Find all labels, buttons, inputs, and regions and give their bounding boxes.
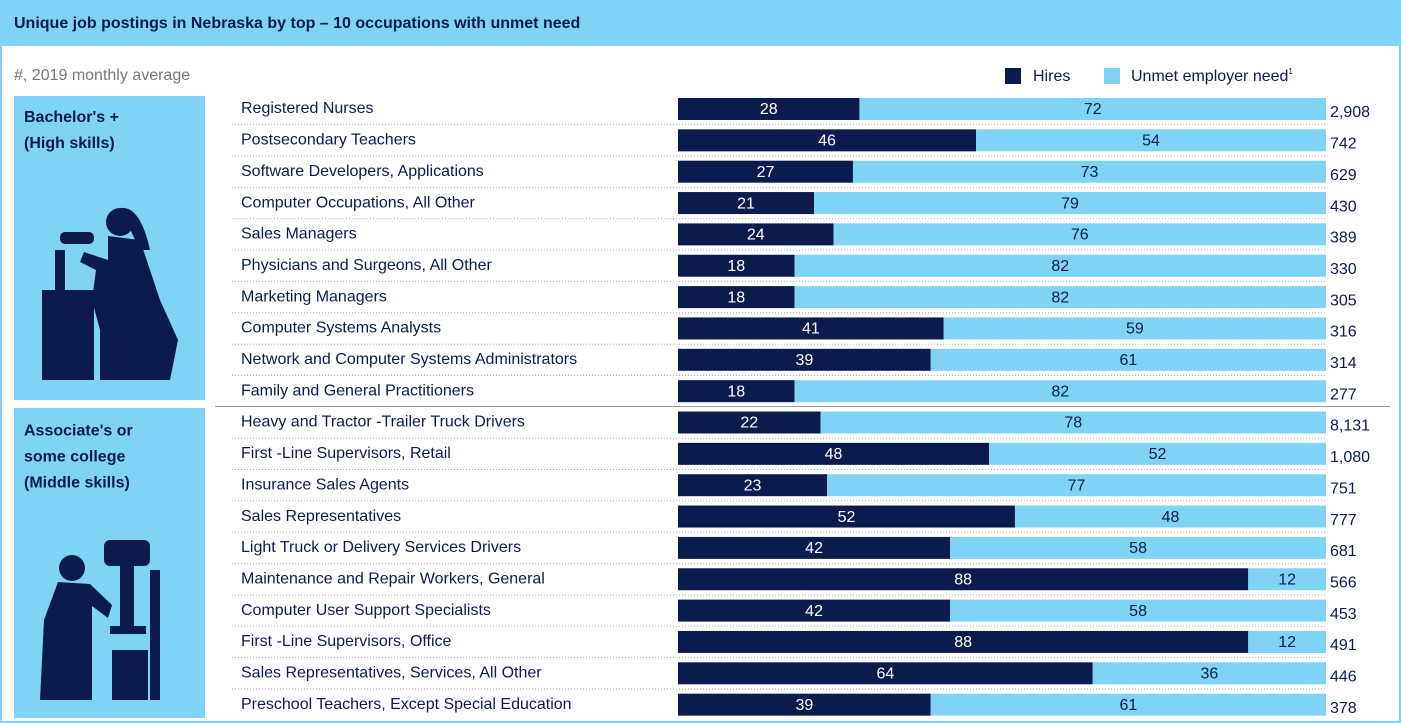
chart: Unique job postings in Nebraska by top –… [0,0,1401,723]
subtitle: #, 2019 monthly average [14,67,190,84]
value-label: 23 [744,477,762,494]
value-label: 52 [838,509,856,526]
total-label: 777 [1330,512,1357,529]
value-label: 54 [1142,133,1160,150]
category-label: Software Developers, Applications [241,163,484,180]
value-label: 21 [737,195,755,212]
total-label: 446 [1330,669,1357,686]
category-label: Registered Nurses [241,100,374,117]
value-label: 59 [1126,321,1144,338]
legend-label: Hires [1033,68,1070,85]
category-label: Physicians and Surgeons, All Other [241,257,492,274]
category-label: Computer Systems Analysts [241,320,441,337]
total-label: 430 [1330,198,1357,215]
value-label: 12 [1278,571,1296,588]
category-label: Light Truck or Delivery Services Drivers [241,539,521,556]
total-label: 389 [1330,230,1357,247]
value-label: 42 [805,540,823,557]
total-label: 491 [1330,637,1357,654]
value-label: 24 [747,227,765,244]
value-label: 88 [954,571,972,588]
total-label: 305 [1330,292,1357,309]
total-label: 629 [1330,167,1357,184]
group-label: (Middle skills) [24,475,130,492]
category-label: Sales Managers [241,226,357,243]
category-label: Marketing Managers [241,288,387,305]
value-label: 82 [1051,289,1069,306]
legend-footnote: 1 [1288,67,1293,76]
value-label: 48 [1162,509,1180,526]
value-label: 12 [1278,634,1296,651]
total-label: 2,908 [1330,104,1370,121]
total-label: 277 [1330,386,1357,403]
category-label: First -Line Supervisors, Office [241,633,452,650]
total-label: 316 [1330,324,1357,341]
total-label: 1,080 [1330,449,1370,466]
value-label: 61 [1119,352,1137,369]
total-label: 751 [1330,480,1357,497]
value-label: 18 [727,383,745,400]
category-label: First -Line Supervisors, Retail [241,445,451,462]
total-label: 314 [1330,355,1357,372]
group-label: Bachelor's + [24,109,119,126]
category-label: Heavy and Tractor -Trailer Truck Drivers [241,414,525,431]
total-label: 8,131 [1330,418,1370,435]
group-label: some college [24,449,125,466]
value-label: 39 [795,697,813,714]
value-label: 18 [727,289,745,306]
value-label: 58 [1129,603,1147,620]
value-label: 76 [1071,227,1089,244]
value-label: 48 [825,446,843,463]
value-label: 88 [954,634,972,651]
value-label: 64 [876,666,894,683]
value-label: 61 [1119,697,1137,714]
category-label: Maintenance and Repair Workers, General [241,570,545,587]
legend-text: Unmet employer need [1131,68,1288,85]
legend-swatch [1104,68,1120,84]
group-label: (High skills) [24,135,115,152]
total-label: 742 [1330,136,1357,153]
value-label: 41 [802,321,820,338]
category-label: Insurance Sales Agents [241,476,409,493]
value-label: 58 [1129,540,1147,557]
category-label: Computer Occupations, All Other [241,194,476,211]
category-label: Computer User Support Specialists [241,602,491,619]
value-label: 36 [1200,666,1218,683]
total-label: 330 [1330,261,1357,278]
value-label: 18 [727,258,745,275]
value-label: 82 [1051,258,1069,275]
value-label: 39 [795,352,813,369]
group-label: Associate's or [24,423,133,440]
chart-title: Unique job postings in Nebraska by top –… [14,15,580,32]
total-label: 453 [1330,606,1357,623]
total-label: 566 [1330,574,1357,591]
value-label: 82 [1051,383,1069,400]
value-label: 73 [1081,164,1099,181]
value-label: 78 [1064,415,1082,432]
value-label: 22 [740,415,758,432]
legend-swatch [1005,68,1021,84]
value-label: 27 [757,164,775,181]
total-label: 378 [1330,700,1357,717]
category-label: Network and Computer Systems Administrat… [241,351,577,368]
category-label: Preschool Teachers, Except Special Educa… [241,696,572,713]
category-label: Sales Representatives, Services, All Oth… [241,665,542,682]
value-label: 42 [805,603,823,620]
total-label: 681 [1330,543,1357,560]
value-label: 79 [1061,195,1079,212]
value-label: 77 [1068,477,1086,494]
value-label: 28 [760,101,778,118]
value-label: 52 [1149,446,1167,463]
category-label: Family and General Practitioners [241,382,474,399]
category-label: Sales Representatives [241,508,401,525]
legend-label: Unmet employer need1 [1131,67,1293,85]
category-label: Postsecondary Teachers [241,132,416,149]
value-label: 72 [1084,101,1102,118]
value-label: 46 [818,133,836,150]
